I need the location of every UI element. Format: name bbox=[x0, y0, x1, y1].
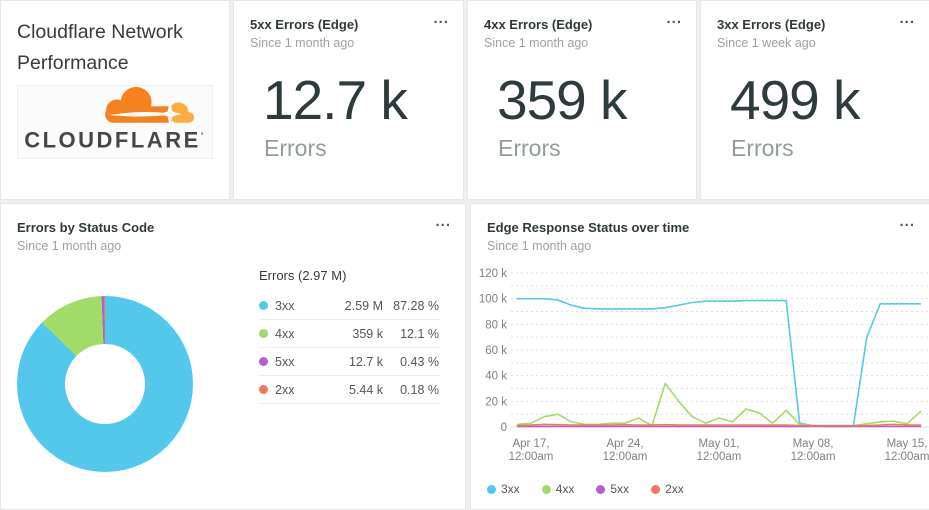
donut-hole bbox=[65, 344, 145, 424]
donut-chart[interactable] bbox=[17, 296, 193, 472]
card-menu-icon[interactable]: ... bbox=[435, 213, 451, 230]
legend-item-4xx[interactable]: 4xx bbox=[541, 482, 575, 496]
legend-color-dot bbox=[596, 484, 606, 494]
series-value: 12.7 k bbox=[348, 354, 383, 369]
legend-table-row: 2xx 5.44 k 0.18 % bbox=[259, 376, 439, 404]
series-value: 359 k bbox=[352, 326, 383, 341]
legend-table-row: 3xx 2.59 M 87.28 % bbox=[259, 292, 439, 320]
series-2xx-line bbox=[516, 423, 922, 427]
legend-label: 4xx bbox=[555, 482, 575, 496]
stat-unit: Errors bbox=[731, 135, 794, 162]
errors-by-status-card: Errors by Status Code Since 1 month ago … bbox=[0, 203, 466, 510]
x-axis-tick-label: 12:00am bbox=[509, 451, 554, 463]
card-menu-icon[interactable]: ... bbox=[899, 213, 915, 230]
card-menu-icon[interactable]: ... bbox=[433, 10, 449, 27]
legend-color-dot bbox=[487, 484, 496, 494]
x-axis-tick-label: May 01, bbox=[699, 438, 740, 450]
series-color-dot bbox=[259, 385, 268, 394]
series-label: 3xx bbox=[275, 298, 295, 313]
series-percent: 0.18 % bbox=[400, 382, 439, 397]
legend-item-2xx[interactable]: 2xx bbox=[651, 482, 684, 496]
stat-card-3xx: 3xx Errors (Edge) Since 1 week ago ... 4… bbox=[700, 0, 929, 200]
stat-card-4xx: 4xx Errors (Edge) Since 1 month ago ... … bbox=[467, 0, 697, 200]
x-axis-tick-label: May 08, bbox=[793, 438, 834, 450]
logo-mark: ’ bbox=[200, 130, 206, 141]
series-4xx-line bbox=[516, 382, 922, 428]
stat-value: 499 k bbox=[730, 69, 861, 131]
y-axis-tick-label: 120 k bbox=[479, 268, 507, 280]
series-label: 4xx bbox=[275, 326, 295, 341]
stat-value: 12.7 k bbox=[263, 69, 408, 131]
y-axis-tick-label: 40 k bbox=[485, 371, 507, 383]
series-label: 5xx bbox=[275, 354, 295, 369]
series-percent: 0.43 % bbox=[400, 354, 439, 369]
stat-unit: Errors bbox=[498, 135, 561, 162]
series-3xx-line bbox=[516, 297, 922, 428]
stat-value: 359 k bbox=[497, 69, 628, 131]
legend-color-dot bbox=[541, 484, 551, 494]
x-axis-tick-label: Apr 17, bbox=[512, 438, 549, 450]
series-color-dot bbox=[259, 301, 268, 310]
series-percent: 12.1 % bbox=[400, 326, 439, 341]
dashboard-title-card: Cloudflare Network Performance CLOUDFLAR… bbox=[0, 0, 230, 200]
dashboard-title: Cloudflare Network Performance bbox=[17, 21, 183, 74]
x-axis-tick-label: 12:00am bbox=[697, 451, 742, 463]
legend-label: 3xx bbox=[501, 482, 520, 496]
card-subtitle: Since 1 week ago bbox=[717, 36, 816, 50]
legend-item-5xx[interactable]: 5xx bbox=[596, 482, 629, 496]
card-title: 3xx Errors (Edge) bbox=[717, 17, 826, 32]
series-value: 5.44 k bbox=[348, 382, 383, 397]
stat-unit: Errors bbox=[264, 135, 327, 162]
stat-card-5xx: 5xx Errors (Edge) Since 1 month ago ... … bbox=[233, 0, 464, 200]
legend-table-row: 4xx 359 k 12.1 % bbox=[259, 320, 439, 348]
edge-response-status-card: Edge Response Status over time Since 1 m… bbox=[470, 203, 929, 510]
legend-label: 2xx bbox=[665, 482, 684, 496]
card-title: 4xx Errors (Edge) bbox=[484, 17, 593, 32]
series-color-dot bbox=[259, 357, 268, 366]
card-title: Errors by Status Code bbox=[17, 220, 155, 235]
card-menu-icon[interactable]: ... bbox=[666, 10, 682, 27]
timeseries-legend: 3xx 4xx 5xx 2xx bbox=[487, 482, 684, 496]
series-percent: 87.28 % bbox=[393, 298, 439, 313]
series-color-dot bbox=[259, 329, 268, 338]
y-axis-tick-label: 20 k bbox=[485, 396, 507, 408]
card-title: 5xx Errors (Edge) bbox=[250, 17, 359, 32]
cloudflare-logo: CLOUDFLARE’ bbox=[17, 85, 213, 159]
x-axis-tick-label: 12:00am bbox=[603, 451, 648, 463]
y-axis-tick-label: 80 k bbox=[485, 319, 507, 331]
card-subtitle: Since 1 month ago bbox=[17, 239, 122, 253]
card-menu-icon[interactable]: ... bbox=[899, 10, 915, 27]
cloudflare-cloud-icon bbox=[105, 86, 195, 125]
cloudflare-logo-text: CLOUDFLARE’ bbox=[24, 127, 206, 152]
x-axis-tick-label: May 15, bbox=[887, 438, 928, 450]
x-axis-tick-label: 12:00am bbox=[885, 451, 929, 463]
legend-color-dot bbox=[651, 484, 661, 494]
legend-table-row: 5xx 12.7 k 0.43 % bbox=[259, 348, 439, 376]
x-axis-tick-label: Apr 24, bbox=[606, 438, 643, 450]
x-axis-tick-label: 12:00am bbox=[791, 451, 836, 463]
series-label: 2xx bbox=[275, 382, 295, 397]
donut-legend-header: Errors (2.97 M) bbox=[259, 268, 347, 283]
donut-legend-table: Errors (2.97 M) 3xx 2.59 M 87.28 % 4xx 359 k… bbox=[259, 268, 439, 404]
card-subtitle: Since 1 month ago bbox=[484, 36, 589, 50]
card-subtitle: Since 1 month ago bbox=[487, 239, 592, 253]
card-title: Edge Response Status over time bbox=[487, 220, 690, 235]
y-axis-tick-label: 100 k bbox=[479, 294, 507, 306]
series-value: 2.59 M bbox=[344, 298, 383, 313]
card-subtitle: Since 1 month ago bbox=[250, 36, 355, 50]
y-axis-tick-label: 0 bbox=[501, 422, 507, 434]
y-axis-tick-label: 60 k bbox=[485, 345, 507, 357]
legend-item-3xx[interactable]: 3xx bbox=[487, 482, 520, 496]
legend-label: 5xx bbox=[610, 482, 630, 496]
